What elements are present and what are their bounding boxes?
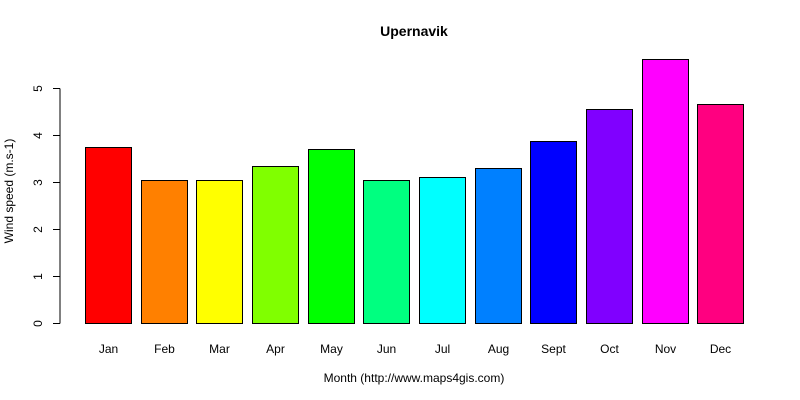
- x-tick-labels: Jan Feb Mar Apr May Jun Jul Aug Sept Oct Nov Dec: [99, 342, 731, 356]
- x-tick-label-mar: Mar: [209, 342, 230, 356]
- x-tick-label-aug: Aug: [488, 342, 509, 356]
- bar-mar: [196, 180, 243, 324]
- bar-feb: [141, 180, 188, 324]
- bar-jul: [419, 177, 466, 324]
- bar-apr: [252, 166, 299, 324]
- bar-aug: [475, 168, 522, 324]
- x-axis-label: Month (http://www.maps4gis.com): [324, 371, 505, 385]
- y-axis: 0 1 2 3 4 5: [31, 85, 61, 327]
- y-tick-label: 5: [31, 85, 45, 92]
- bar-dec: [697, 104, 744, 324]
- x-tick-label-apr: Apr: [266, 342, 285, 356]
- x-tick-label-jan: Jan: [99, 342, 118, 356]
- x-tick-label-may: May: [320, 342, 343, 356]
- y-tick-label: 3: [31, 179, 45, 186]
- bars-group: [85, 59, 744, 324]
- x-tick-label-sept: Sept: [541, 342, 566, 356]
- bar-sept: [530, 141, 577, 324]
- bar-may: [308, 149, 355, 324]
- y-tick-label: 0: [31, 320, 45, 327]
- x-tick-label-feb: Feb: [154, 342, 175, 356]
- x-tick-label-jun: Jun: [377, 342, 396, 356]
- y-tick-label: 1: [31, 273, 45, 280]
- x-tick-label-nov: Nov: [655, 342, 676, 356]
- x-tick-label-oct: Oct: [600, 342, 619, 356]
- bar-oct: [586, 109, 633, 324]
- bar-jun: [363, 180, 410, 324]
- x-tick-label-dec: Dec: [710, 342, 731, 356]
- chart-title: Upernavik: [380, 23, 448, 39]
- x-tick-label-jul: Jul: [435, 342, 450, 356]
- y-axis-label: Wind speed (m.s-1): [2, 139, 16, 244]
- y-tick-label: 2: [31, 226, 45, 233]
- bar-jan: [85, 147, 132, 324]
- bar-nov: [642, 59, 689, 324]
- y-tick-label: 4: [31, 132, 45, 139]
